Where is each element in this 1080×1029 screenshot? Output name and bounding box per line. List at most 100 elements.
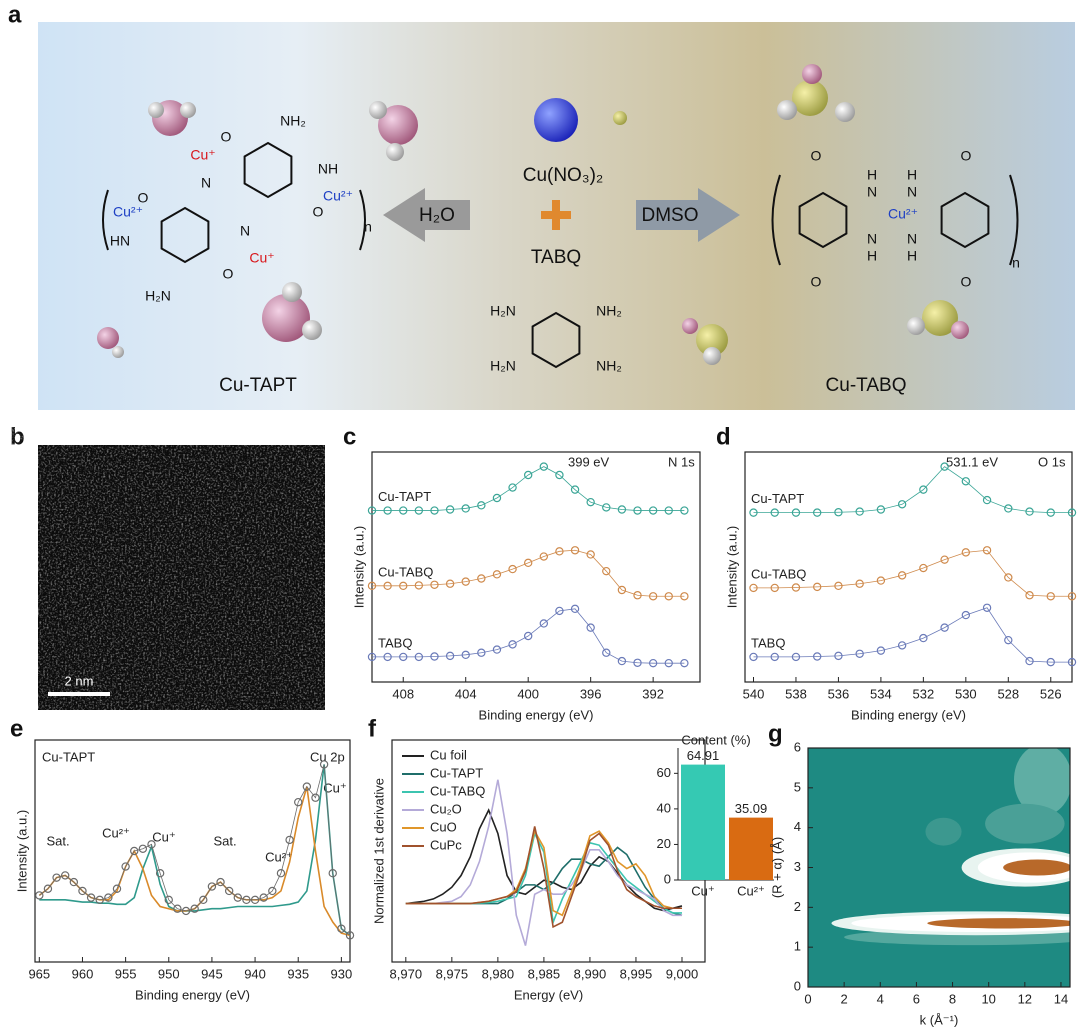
data-point [138,844,148,853]
data-point [311,793,320,802]
annotation: Sat. [213,833,236,848]
data-point [855,579,864,588]
y-tick-label: 1 [794,939,801,954]
data-point [492,493,502,503]
x-tick-label: 400 [517,686,539,701]
data-point [492,570,502,579]
x-tick-label: 534 [870,686,892,701]
data-point [664,658,673,668]
data-point [508,640,517,649]
atom-label: n [364,219,372,235]
data-point [461,504,470,513]
data-point [367,652,377,662]
data-point [121,862,130,871]
data-point [164,895,173,905]
annotation: O 1s [1038,454,1066,469]
x-tick-label: 950 [158,966,180,981]
legend-label: Cu₂O [430,801,462,816]
y-tick-label: 40 [657,800,671,815]
atom-label: O [138,190,149,206]
data-point [834,651,843,661]
data-point [602,566,611,576]
data-point [770,508,779,517]
data-point [337,924,346,933]
data-point [445,579,455,588]
data-point [1046,508,1055,517]
atom-label: O [961,274,972,290]
data-point [155,869,165,878]
x-tick-label: 538 [785,686,807,701]
data-point [897,500,907,509]
x-tick-label: 8,980 [482,966,515,981]
data-point [791,652,801,662]
x-tick-label: 8,990 [574,966,607,981]
data-point [539,619,549,628]
data-point [268,886,277,896]
data-point [812,582,822,592]
series-line [753,549,1072,597]
x-tick-label: 12 [1018,991,1032,1006]
data-point [207,882,217,891]
data-point [1004,635,1013,645]
data-point [855,649,864,658]
value-label: 64.91 [687,748,720,763]
legend-label: TABQ [378,635,412,650]
series-line [39,764,351,936]
atom-label: n [1012,255,1020,271]
x-tick-label: 10 [981,991,995,1006]
data-point [876,646,886,655]
series-line [753,607,1072,663]
data-point [791,508,801,517]
data-point [523,558,533,568]
annotation: N 1s [668,454,695,469]
x-tick-label: 2 [841,991,848,1006]
data-point [940,623,949,632]
x-axis-label: Binding energy (eV) [479,707,594,722]
data-point [430,506,439,515]
data-point [147,840,156,849]
data-point [477,501,486,510]
data-point [224,886,234,896]
data-point [539,462,549,471]
data-point [940,462,949,471]
atom-label: N [907,184,917,200]
atom-label: H [867,248,877,264]
reagent: Cu(NO₃)₂ [523,165,604,186]
data-point [492,645,502,654]
annotation: Cu 2p [310,749,345,764]
y-axis-label: Intensity (a.u.) [14,810,29,892]
data-point [461,577,470,586]
data-point [1067,657,1077,667]
data-point [749,583,758,593]
plot-frame [34,739,351,963]
series-line [372,549,685,597]
panel-letter: e [10,715,23,742]
atom-label: Cu⁺ [249,250,274,266]
data-point [104,893,113,902]
data-point [812,508,822,517]
data-point [961,610,971,620]
data-point [477,574,486,583]
atom-label: O [811,274,822,290]
contour-region [925,817,962,846]
atom-label: O [961,148,972,164]
data-point [276,869,286,878]
data-point [242,895,251,905]
annotation: Cu⁺ [323,780,346,795]
data-point [445,651,455,661]
bar [729,817,773,880]
plot-frame [744,451,1073,683]
molecule-drawing [97,64,1019,368]
annotation: Sat. [46,833,69,848]
series-line [405,826,682,929]
data-point [523,631,533,641]
data-point [555,606,564,616]
y-tick-label: 0 [664,871,671,886]
data-point [770,583,779,593]
y-axis-label: Normalized 1st derivative [371,778,386,924]
panel-letter: g [768,720,783,747]
annotation: Cu-TAPT [42,749,95,764]
y-tick-label: 2 [794,899,801,914]
x-tick-label: 8,970 [390,966,423,981]
